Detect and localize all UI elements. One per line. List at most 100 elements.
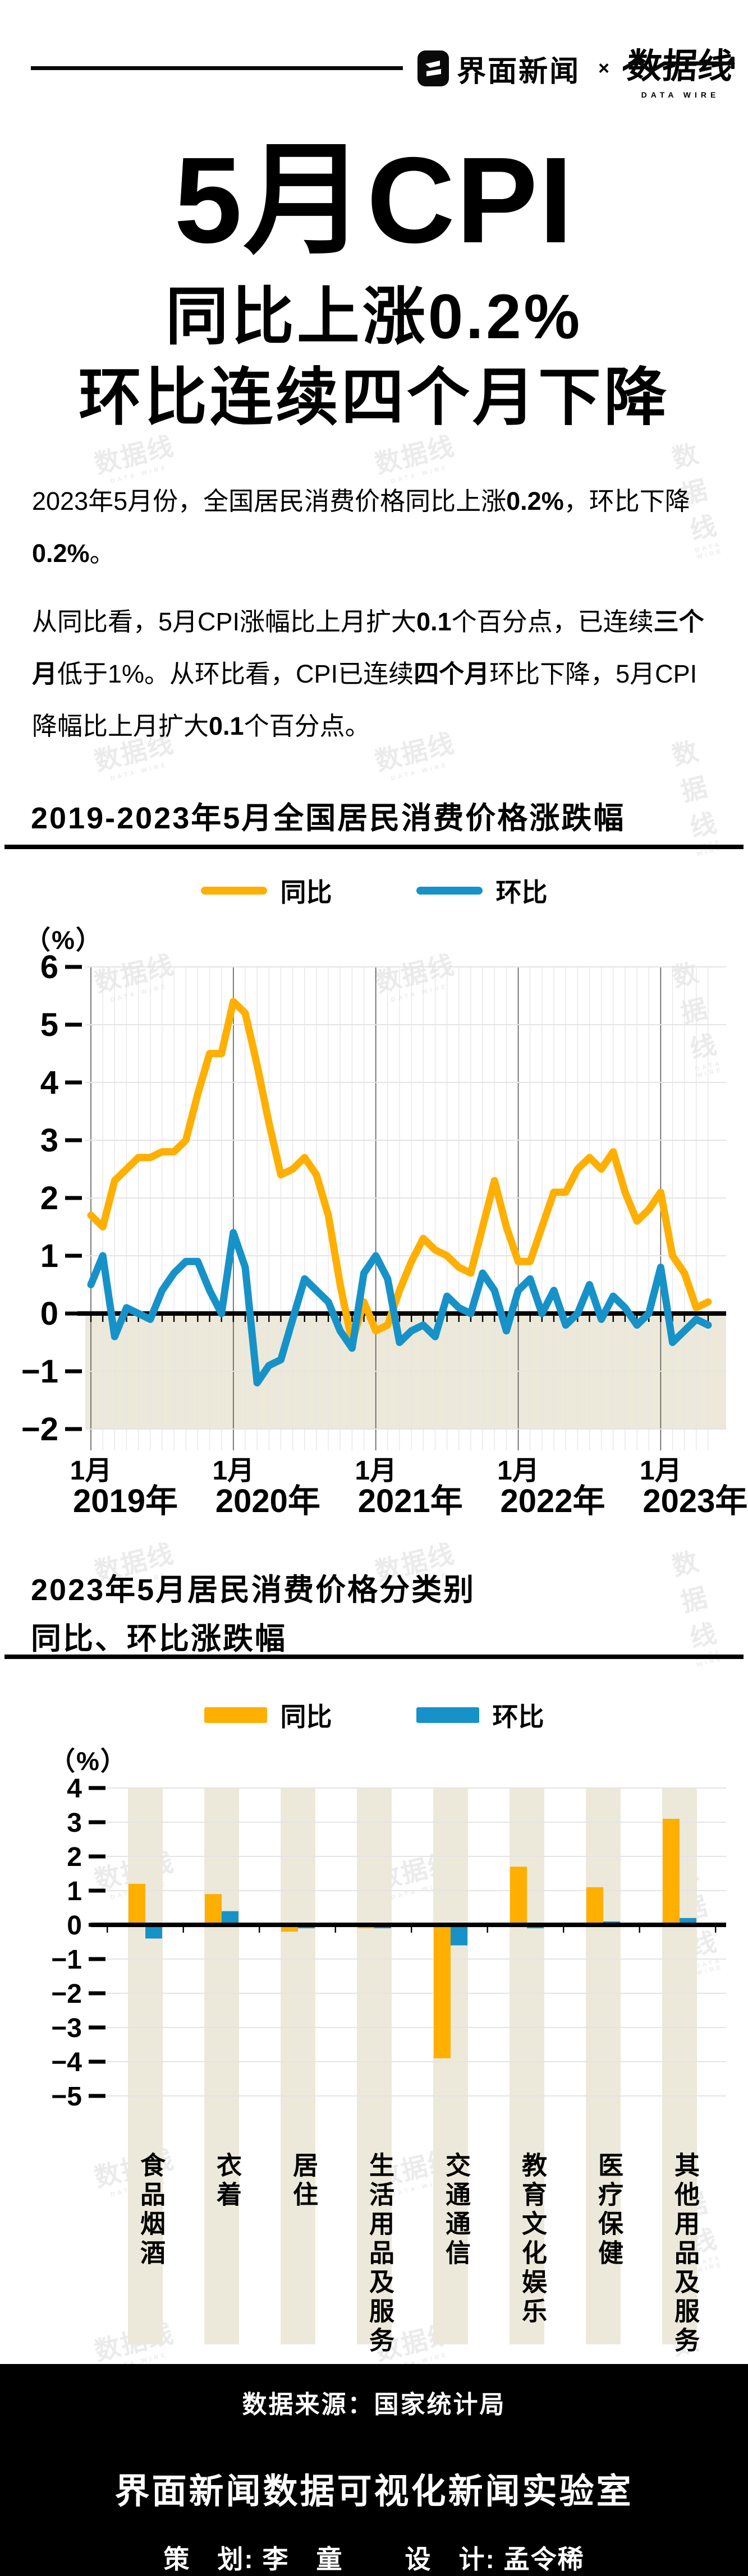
- axis-minor-tick: [209, 1316, 210, 1322]
- legend-swatch-yoy: [200, 887, 267, 895]
- intro-emphasis: 0.1: [209, 711, 244, 740]
- y-tick: [65, 1196, 82, 1200]
- data-source: 数据来源：国家统计局: [242, 2391, 506, 2418]
- y-tick-label: 0: [40, 1296, 58, 1332]
- legend-label: 环比: [492, 1702, 544, 1731]
- axis-minor-tick: [398, 1316, 401, 1322]
- bar-mom: [451, 1925, 467, 1946]
- axis-minor-tick: [197, 1316, 199, 1322]
- y-tick-label: −1: [51, 1945, 82, 1975]
- category-label: 其他用品及服务: [671, 2152, 699, 2356]
- axis-minor-tick: [517, 1316, 519, 1322]
- axis-minor-tick: [470, 1316, 472, 1322]
- axis-minor-tick: [334, 1927, 336, 1933]
- datawire-logo: 数据线 DATA WIRE: [622, 38, 735, 99]
- axis-minor-tick: [411, 1927, 412, 1933]
- axis-minor-tick: [107, 1927, 108, 1933]
- legend-swatch-mom: [416, 887, 483, 895]
- y-tick: [89, 2094, 105, 2098]
- intro-emphasis: 0.2%: [506, 487, 564, 515]
- legend-swatch-mom: [416, 1707, 479, 1723]
- headline-line2: 同比上涨0.2%: [165, 282, 583, 352]
- category-label: 食品烟酒: [136, 2152, 165, 2269]
- intro-segment: 个百分点，已连续: [451, 607, 654, 637]
- credit-designer: 设 计: 孟令稀: [405, 2545, 585, 2574]
- axis-minor-tick: [259, 1927, 260, 1933]
- axis-minor-tick: [589, 1316, 590, 1322]
- intro-emphasis: 四个月: [414, 660, 490, 689]
- y-tick-label: 5: [40, 1007, 58, 1043]
- intro-segment: 环比下降，5月CPI降幅比上月扩大: [32, 660, 697, 740]
- y-tick: [65, 1022, 82, 1027]
- y-tick: [89, 2059, 105, 2064]
- zero-axis: [77, 1311, 726, 1316]
- axis-minor-tick: [577, 1316, 579, 1322]
- axis-minor-tick: [173, 1316, 175, 1322]
- section-divider-1: [4, 845, 744, 849]
- jiemian-logo: 界面新闻: [417, 48, 580, 90]
- y-tick-label: 1: [40, 1238, 58, 1274]
- axis-minor-tick: [715, 1927, 717, 1933]
- legend-label: 同比: [280, 878, 332, 907]
- axis-minor-tick: [660, 1316, 662, 1322]
- axis-minor-tick: [672, 1316, 673, 1322]
- legend-label: 环比: [495, 878, 548, 907]
- x-tick-month: 1月: [355, 1456, 397, 1486]
- jiemian-logo-icon: [417, 50, 449, 86]
- y-tick: [65, 965, 82, 969]
- axis-minor-tick: [529, 1316, 531, 1322]
- axis-minor-tick: [553, 1316, 555, 1322]
- y-tick-label: −5: [51, 2082, 82, 2112]
- y-axis-unit-label: （%）: [49, 1746, 127, 1776]
- x-tick-year: 2021年: [358, 1483, 463, 1519]
- bar-yoy: [434, 1925, 451, 2058]
- y-tick-label: 2: [40, 1180, 58, 1216]
- axis-minor-tick: [102, 1316, 104, 1322]
- y-tick-label: 3: [40, 1122, 58, 1159]
- y-tick-label: −2: [51, 1979, 82, 2009]
- axis-minor-tick: [494, 1316, 495, 1322]
- axis-minor-tick: [541, 1316, 543, 1322]
- axis-minor-tick: [351, 1316, 353, 1322]
- y-tick: [89, 1820, 105, 1824]
- axis-minor-tick: [410, 1316, 412, 1322]
- y-tick: [65, 1254, 82, 1258]
- header-rule: [31, 66, 403, 70]
- datawire-logo-subtext: DATA WIRE: [641, 90, 720, 99]
- intro-text: 2023年5月份，全国居民消费价格同比上涨0.2%，环比下降0.2%。 从同比看…: [32, 476, 720, 769]
- legend-label: 同比: [280, 1702, 332, 1731]
- y-tick-label: −4: [51, 2048, 82, 2077]
- chart1-section-title: 2019-2023年5月全国居民消费价格涨跌幅: [31, 801, 626, 835]
- intro-emphasis: 0.1: [416, 607, 452, 637]
- axis-minor-tick: [624, 1316, 626, 1322]
- x-tick-month: 1月: [70, 1456, 112, 1486]
- intro-segment: ，环比下降: [563, 487, 690, 515]
- axis-minor-tick: [612, 1316, 614, 1322]
- category-band: [357, 1788, 392, 2344]
- x-tick-month: 1月: [212, 1456, 254, 1486]
- axis-minor-tick: [423, 1316, 424, 1322]
- legend-swatch-yoy: [204, 1707, 267, 1723]
- axis-minor-tick: [90, 1316, 92, 1322]
- y-tick: [65, 1138, 82, 1142]
- y-tick: [89, 1786, 105, 1790]
- credit-planner: 策 划: 李 童: [163, 2545, 343, 2574]
- y-tick-label: 3: [67, 1808, 82, 1838]
- y-tick: [65, 1369, 82, 1374]
- axis-minor-tick: [363, 1316, 365, 1322]
- category-label: 居住: [289, 2152, 318, 2210]
- x-tick-year: 2023年: [643, 1483, 747, 1519]
- intro-emphasis: 三个月: [32, 607, 704, 689]
- y-tick-label: 6: [40, 949, 58, 985]
- x-tick-month: 1月: [497, 1456, 539, 1486]
- y-tick-label: 4: [67, 1774, 82, 1804]
- category-label: 教育文化娱乐: [518, 2152, 547, 2327]
- y-tick: [89, 1854, 105, 1859]
- headline-line3: 环比连续四个月下降: [79, 362, 669, 432]
- axis-minor-tick: [304, 1316, 305, 1322]
- chart1-legend: 同比 环比: [0, 875, 748, 907]
- bar-yoy: [129, 1883, 145, 1925]
- axis-minor-tick: [256, 1316, 258, 1322]
- axis-minor-tick: [375, 1316, 377, 1322]
